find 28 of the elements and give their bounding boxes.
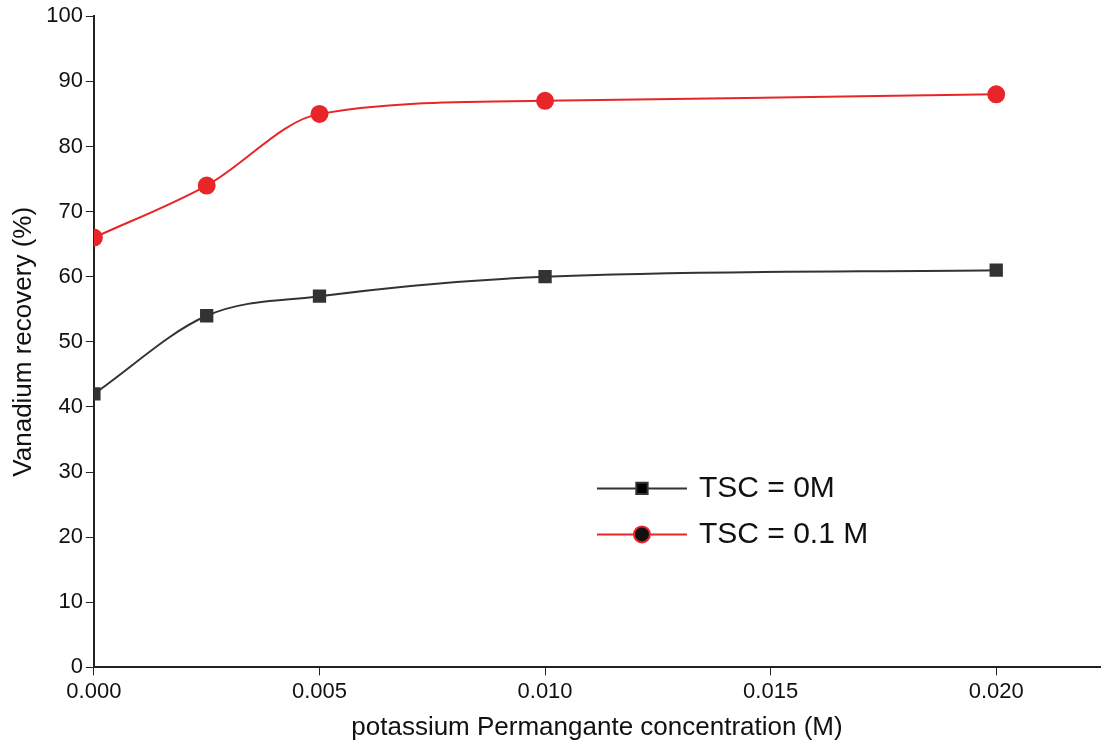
- y-tick-label: 70: [58, 197, 83, 223]
- y-tick-label: 30: [58, 458, 83, 484]
- y-axis-title: Vanadium recovery (%): [6, 206, 37, 477]
- y-tick-label: 50: [58, 327, 83, 353]
- x-tick-label: 0.005: [291, 677, 348, 703]
- point: [536, 91, 555, 110]
- legend-label: TSC = 0M: [698, 469, 835, 503]
- x-tick-label: 0.000: [66, 677, 122, 703]
- point: [538, 270, 552, 284]
- x-tick-label: 0.010: [517, 677, 573, 703]
- x-tick-label: 0.015: [743, 677, 799, 703]
- x-tick-label: 0.020: [968, 677, 1024, 703]
- point: [312, 289, 327, 303]
- point: [197, 176, 216, 195]
- x-axis-title: potassium Permangante concentration (M): [351, 710, 843, 741]
- y-tick-label: 100: [46, 2, 83, 28]
- y-tick-label: 40: [58, 392, 83, 418]
- point: [310, 104, 329, 123]
- y-tick-label: 90: [58, 67, 83, 93]
- y-tick-label: 10: [58, 588, 83, 614]
- y-tick-label: 60: [58, 262, 83, 288]
- legend-label: TSC = 0.1 M: [698, 515, 869, 549]
- point: [989, 263, 1003, 277]
- y-tick-label: 80: [58, 132, 83, 158]
- y-tick-label: 20: [58, 523, 83, 549]
- point: [987, 85, 1006, 104]
- y-tick-label: 0: [70, 653, 83, 679]
- point: [200, 309, 214, 323]
